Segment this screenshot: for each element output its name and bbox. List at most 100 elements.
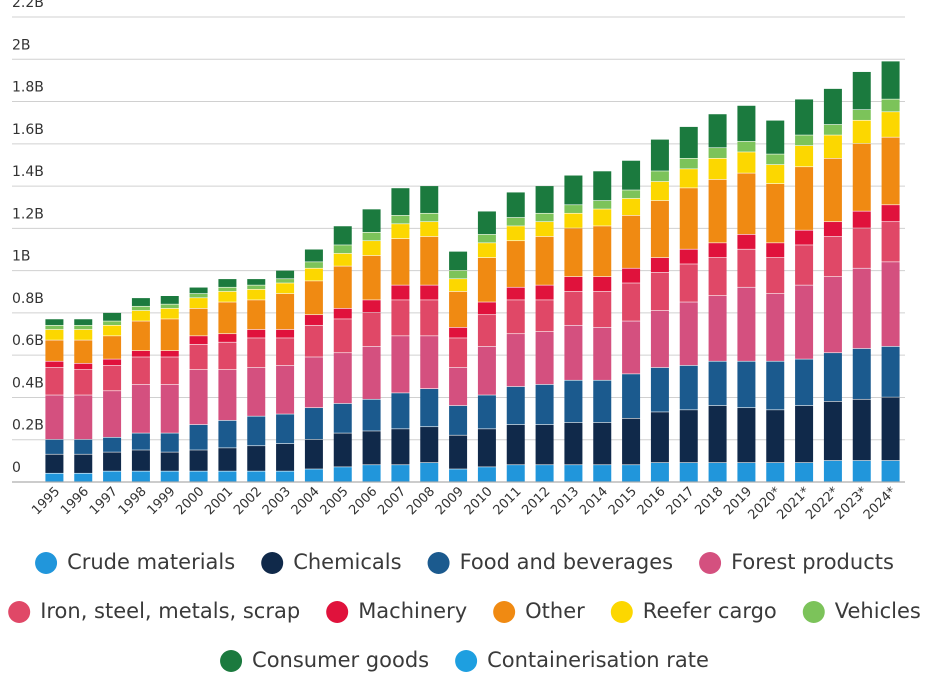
bar-segment (593, 171, 612, 201)
bar-segment (362, 232, 381, 241)
bar-segment (333, 226, 352, 245)
legend-label: Reefer cargo (643, 599, 777, 623)
bar-segment (708, 361, 727, 406)
bar-segment (852, 211, 871, 228)
bar-segment (737, 141, 756, 152)
bar-segment (622, 374, 641, 418)
bar-segment (333, 266, 352, 309)
legend-label: Consumer goods (252, 648, 429, 672)
bar-segment (708, 296, 727, 361)
bar-segment (103, 312, 122, 321)
bar-segment (622, 418, 641, 465)
bar-segment (420, 389, 439, 427)
bar-segment (535, 300, 554, 332)
bar-segment (218, 291, 237, 302)
bar-segment (189, 293, 208, 298)
legend-swatch (326, 601, 349, 623)
bar-segment (304, 268, 323, 281)
bar-segment (189, 424, 208, 450)
bar-segment (160, 350, 179, 357)
bar-segment (795, 135, 814, 146)
bar-segment (391, 336, 410, 393)
bar-segment (362, 300, 381, 313)
bar-segment (766, 243, 785, 258)
bar-segment (564, 175, 583, 205)
bar-segment (160, 384, 179, 433)
bar-segment (449, 367, 468, 406)
bar-segment (449, 291, 468, 328)
bar-segment (362, 255, 381, 300)
bar-segment (823, 236, 842, 277)
bar-segment (391, 300, 410, 336)
bar-segment (477, 243, 496, 258)
bar-segment (74, 329, 93, 340)
legend-swatch (261, 552, 284, 574)
bar-segment (708, 158, 727, 180)
bar-segment (160, 304, 179, 309)
bar-segment (103, 471, 122, 482)
bar-segment (45, 329, 64, 340)
legend-label: Iron, steel, metals, scrap (40, 599, 300, 623)
bar-segment (160, 471, 179, 482)
bar-segment (103, 437, 122, 452)
bar-segment (564, 380, 583, 423)
bar-segment (708, 114, 727, 148)
bar-segment (708, 179, 727, 243)
bar-segment (795, 145, 814, 167)
bar-segment (160, 433, 179, 452)
legend-label: Other (525, 599, 585, 623)
bar-segment (823, 460, 842, 482)
bar-segment (160, 357, 179, 385)
bar-segment (766, 183, 785, 243)
bar-segment (247, 329, 266, 338)
legend-swatch (802, 601, 825, 623)
y-tick-label: 0.6B (12, 333, 44, 349)
bar-segment (650, 139, 669, 171)
bar-segment (506, 287, 525, 300)
bar-segment (535, 384, 554, 425)
bar-segment (564, 291, 583, 325)
legend-label: Machinery (358, 599, 467, 623)
bar-segment (420, 236, 439, 285)
bar-segment (622, 190, 641, 199)
bar-segment (766, 462, 785, 482)
bar-segment (823, 276, 842, 353)
bar-segment (823, 135, 842, 159)
bar-segment (304, 325, 323, 357)
bar-segment (45, 454, 64, 473)
bar-segment (333, 403, 352, 433)
bar-segment (852, 399, 871, 461)
bar-segment (218, 342, 237, 370)
bar-segment (247, 446, 266, 471)
bar-segment (160, 319, 179, 351)
bar-segment (852, 110, 871, 120)
bar-segment (506, 226, 525, 241)
bar-segment (679, 365, 698, 410)
legend-swatch (35, 552, 58, 574)
bar-segment (131, 298, 150, 306)
bar-segment (477, 257, 496, 302)
x-tick-label: 2002 (231, 484, 265, 518)
bar-segment (535, 236, 554, 285)
x-tick-label: 2011 (491, 484, 525, 518)
bar-segment (823, 124, 842, 135)
bar-segment (564, 422, 583, 465)
bar-segment (593, 291, 612, 328)
legend-swatch (699, 552, 722, 574)
bar-segment (852, 143, 871, 211)
bar-segment (276, 279, 295, 283)
bar-segment (449, 469, 468, 482)
bar-segment (477, 211, 496, 235)
bar-segment (333, 319, 352, 353)
bar-segment (218, 334, 237, 342)
bar-segment (795, 167, 814, 230)
bar-segment (391, 465, 410, 482)
bar-segment (276, 283, 295, 294)
bar-segment (218, 302, 237, 334)
bar-segment (362, 312, 381, 347)
bar-segment (131, 433, 150, 450)
bar-segment (823, 401, 842, 461)
bar-segment (650, 257, 669, 273)
bar-segment (564, 213, 583, 228)
